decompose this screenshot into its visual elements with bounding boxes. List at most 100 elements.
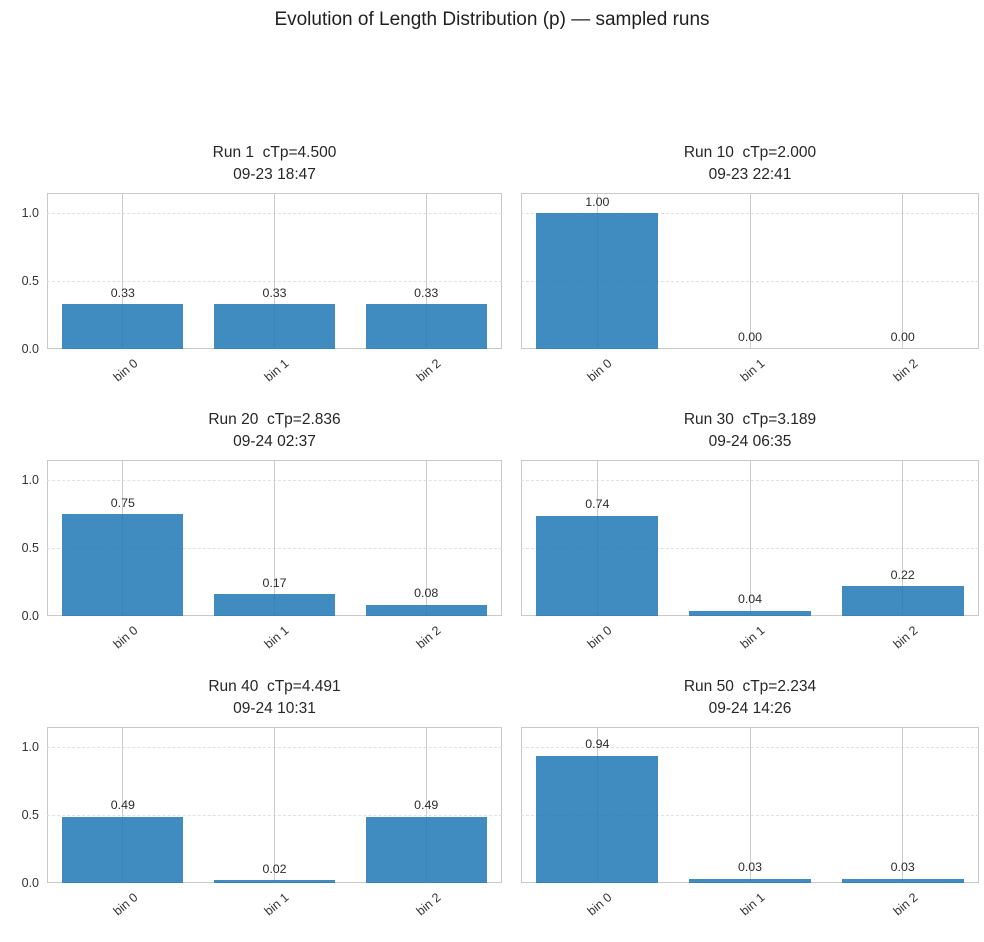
bar-bin-1 [688,610,811,616]
bar-value-label: 0.22 [890,567,915,582]
x-axis-tick-label: bin 2 [890,623,921,652]
subplot-title-line2: 09-23 18:47 [233,166,316,183]
bar-bin-1 [213,880,336,883]
subplot-run-4: Run 30 cTp=3.189 09-24 06:35 0.74 bin 0 0.04… [521,411,979,651]
x-axis-tick-label: bin 0 [110,356,141,385]
vertical-gridline [425,193,427,349]
bar-value-label: 0.33 [262,285,287,300]
subplot-title: Run 10 cTp=2.000 09-23 22:41 [521,142,979,186]
subplot-title-line1: Run 40 cTp=4.491 [208,678,341,695]
x-axis-tick-label: bin 1 [737,623,768,652]
y-axis-tick-label: 0.5 [21,541,39,556]
y-axis-tick-label: 1.0 [21,473,39,488]
vertical-gridline [274,727,275,883]
bar-value-label: 0.17 [262,575,287,590]
y-axis-tick-label: 0.0 [21,876,39,890]
vertical-gridline [749,727,751,883]
x-axis-tick-label: bin 2 [890,356,921,385]
subplot-run-6: Run 50 cTp=2.234 09-24 14:26 0.94 bin 0 0.03… [521,678,979,918]
subplot-title-line1: Run 20 cTp=2.836 [208,411,341,428]
subplot-run-1: Run 1 cTp=4.500 09-23 18:47 0.33 bin 0 0.33 b… [22,144,502,384]
x-axis-tick-label: bin 2 [890,890,921,919]
bar-value-label: 0.49 [110,797,135,812]
x-axis-tick-label: bin 2 [413,356,444,385]
subplot-title-line2: 09-24 06:35 [708,433,792,450]
x-axis-tick-label: bin 1 [737,356,768,385]
subplot-title-line1: Run 30 cTp=3.189 [683,411,817,428]
bar-bin-0 [536,213,659,349]
vertical-gridline [122,727,124,883]
subplot-title: Run 50 cTp=2.234 09-24 14:26 [521,676,979,720]
vertical-gridline [122,193,124,349]
subplot-title: Run 40 cTp=4.491 09-24 10:31 [47,676,502,720]
y-axis-tick-label: 0.0 [21,342,39,356]
y-axis-tick-label: 1.0 [21,740,39,755]
bar-value-label: 0.00 [737,330,763,345]
bar-value-label: 0.94 [585,736,610,751]
x-axis-tick-label: bin 0 [584,356,615,385]
vertical-gridline [902,193,904,349]
vertical-gridline [749,460,751,616]
bar-value-label: 0.74 [585,496,610,511]
y-axis-tick-label: 0.0 [21,609,39,623]
x-axis-tick-label: bin 1 [262,623,292,652]
figure-title: Evolution of Length Distribution (p) — s… [274,9,710,30]
subplot-title-line2: 09-24 02:37 [233,433,316,450]
subplot-title-line1: Run 1 cTp=4.500 [212,144,337,161]
subplot-title-line2: 09-24 10:31 [233,700,316,717]
bar-value-label: 0.03 [737,860,763,875]
vertical-gridline [425,460,427,616]
bar-value-label: 0.33 [414,285,439,300]
x-axis-tick-label: bin 0 [584,623,615,652]
bar-value-label: 0.03 [890,860,915,875]
vertical-gridline [902,727,904,883]
bar-bin-0 [536,755,659,883]
bar-value-label: 1.00 [585,194,610,209]
bar-value-label: 0.49 [414,797,439,812]
bar-value-label: 0.33 [110,285,135,300]
bar-bin-2 [365,304,487,349]
subplot-title-line2: 09-23 22:41 [708,166,792,183]
x-axis-tick-label: bin 1 [262,890,292,919]
x-axis-tick-label: bin 0 [584,890,615,919]
subplot-run-5: Run 40 cTp=4.491 09-24 10:31 0.49 bin 0 0.02… [22,678,502,918]
bar-bin-2 [365,816,487,883]
x-axis-tick-label: bin 1 [737,890,768,919]
subplot-title-line2: 09-24 14:26 [708,700,792,717]
bar-value-label: 0.02 [262,861,287,876]
vertical-gridline [902,460,904,616]
x-axis-tick-label: bin 2 [413,890,444,919]
bar-bin-0 [62,514,184,616]
subplot-run-2: Run 10 cTp=2.000 09-23 22:41 1.00 bin 0 0.00… [521,144,979,384]
bar-bin-1 [688,878,811,883]
bar-bin-2 [841,878,964,883]
subplot-run-3: Run 20 cTp=2.836 09-24 02:37 0.75 bin 0 0.17… [22,411,502,651]
x-axis-tick-label: bin 0 [110,623,141,652]
y-axis-tick-label: 0.5 [21,808,39,823]
bar-bin-2 [365,605,487,616]
subplot-title: Run 20 cTp=2.836 09-24 02:37 [47,409,502,453]
bar-bin-0 [536,515,659,616]
vertical-gridline [274,460,275,616]
bar-bin-2 [841,586,964,616]
subplot-title: Run 1 cTp=4.500 09-23 18:47 [47,142,502,186]
bar-bin-1 [213,594,336,616]
y-axis-tick-label: 0.5 [21,274,39,289]
y-axis-tick-label: 1.0 [21,206,39,221]
x-axis-tick-label: bin 1 [262,356,292,385]
bar-bin-1 [213,304,336,349]
bar-value-label: 0.75 [110,495,135,510]
bar-value-label: 0.08 [414,586,439,601]
vertical-gridline [749,193,751,349]
subplot-title: Run 30 cTp=3.189 09-24 06:35 [521,409,979,453]
subplot-title-line1: Run 50 cTp=2.234 [683,678,817,695]
subplot-title-line1: Run 10 cTp=2.000 [683,144,817,161]
x-axis-tick-label: bin 2 [413,623,444,652]
bar-bin-0 [62,304,184,349]
bar-value-label: 0.04 [737,591,763,606]
x-axis-tick-label: bin 0 [110,890,141,919]
bar-value-label: 0.00 [890,330,915,345]
vertical-gridline [425,727,427,883]
vertical-gridline [274,193,275,349]
